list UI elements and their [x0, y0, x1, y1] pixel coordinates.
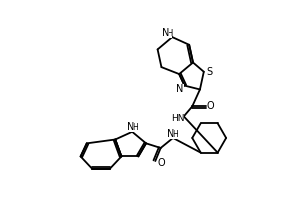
- Text: O: O: [158, 158, 165, 168]
- Text: H: H: [172, 130, 178, 139]
- Text: H: H: [132, 123, 138, 132]
- Text: N: N: [127, 122, 134, 132]
- Text: HN: HN: [171, 114, 184, 123]
- Text: N: N: [162, 28, 169, 38]
- Text: O: O: [207, 101, 214, 111]
- Text: N: N: [176, 84, 184, 94]
- Text: N: N: [167, 129, 174, 139]
- Text: H: H: [166, 29, 172, 38]
- Text: S: S: [206, 67, 212, 77]
